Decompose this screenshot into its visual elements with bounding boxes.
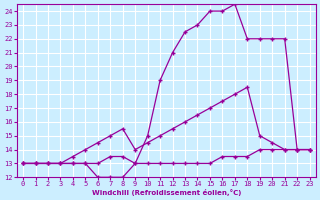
X-axis label: Windchill (Refroidissement éolien,°C): Windchill (Refroidissement éolien,°C) bbox=[92, 189, 241, 196]
